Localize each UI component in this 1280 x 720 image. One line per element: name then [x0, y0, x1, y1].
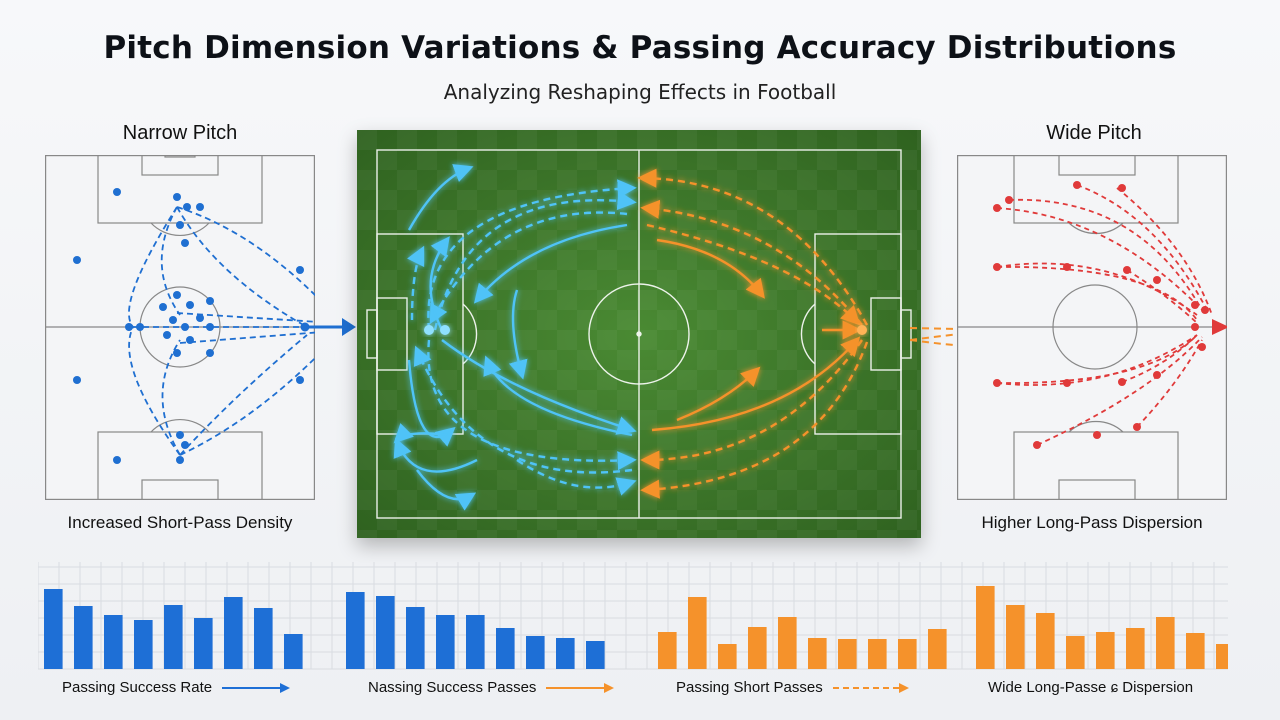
bar-g3-6: [808, 638, 827, 669]
bar-g1-8: [254, 608, 273, 669]
bar-g3-10: [928, 629, 947, 669]
pitch-markings: [366, 149, 912, 519]
page-title: Pitch Dimension Variations & Passing Acc…: [103, 30, 1177, 66]
bar-g1-7: [224, 597, 243, 669]
bar-g2-1: [346, 592, 365, 669]
bar-g2-7: [526, 636, 545, 669]
bar-g3-5: [778, 617, 797, 669]
bar-g4-1: [976, 586, 995, 669]
bar-g1-2: [74, 606, 93, 669]
bar-g3-8: [868, 639, 887, 669]
legend-label-4: Wide Long-Passe ɕ Dispersion: [988, 679, 1194, 696]
bar-g4-7: [1156, 617, 1175, 669]
narrow-pass-lines: [128, 206, 315, 456]
wide-pitch-caption: Higher Long-Pass Dispersion: [981, 513, 1203, 532]
bar-g1-3: [104, 615, 123, 669]
legend-item-1: Passing Success Rate: [62, 679, 292, 696]
narrow-pitch-diagram: [45, 155, 315, 500]
main-pitch: [357, 130, 921, 538]
bar-g4-9: [1216, 644, 1228, 669]
page-subtitle: Analyzing Reshaping Effects in Football: [443, 80, 837, 104]
wide-pass-lines: [996, 184, 1213, 446]
wide-pitch-lines: [957, 155, 1227, 500]
bar-marks: [44, 586, 1228, 669]
narrow-pitch-lines: [45, 155, 315, 500]
legend-item-2: Nassing Success Passes: [368, 679, 616, 696]
bar-g3-2: [688, 597, 707, 669]
narrow-pitch-title: Narrow Pitch: [122, 122, 238, 144]
bar-g3-9: [898, 639, 917, 669]
bar-g3-7: [838, 639, 857, 669]
legend-label-3: Passing Short Passes: [676, 679, 823, 696]
bar-g3-3: [718, 644, 737, 669]
bar-g4-6: [1126, 628, 1145, 669]
narrow-player-dots: [73, 188, 310, 464]
legend-item-3: Passing Short Passes: [676, 679, 911, 696]
bar-g2-8: [556, 638, 575, 669]
legend-label-2: Nassing Success Passes: [368, 679, 537, 696]
wide-pitch-title: Wide Pitch: [1046, 122, 1142, 144]
bar-g1-1: [44, 589, 63, 669]
narrow-to-center-arrow: [302, 318, 356, 336]
wide-pitch-diagram: [957, 155, 1227, 500]
blue-pass-arrows: [393, 164, 637, 511]
bar-g2-2: [376, 596, 395, 669]
bar-g4-5: [1096, 632, 1115, 669]
bar-g4-4: [1066, 636, 1085, 669]
bar-g1-5: [164, 605, 183, 669]
legend-item-4: Wide Long-Passe ɕ Dispersion: [988, 679, 1193, 696]
legend-arrow-1: [222, 682, 291, 693]
bar-g2-5: [466, 615, 485, 669]
bar-g2-6: [496, 628, 515, 669]
bar-g4-8: [1186, 633, 1205, 669]
bar-g1-4: [134, 620, 153, 669]
bar-g2-9: [586, 641, 605, 669]
bar-g1-6: [194, 618, 213, 669]
wide-player-dots: [993, 181, 1209, 449]
bar-g2-3: [406, 607, 425, 669]
legend-arrow-2: [546, 682, 615, 693]
bar-g2-4: [436, 615, 455, 669]
bar-g4-3: [1036, 613, 1055, 669]
orange-pass-arrows: [637, 168, 869, 499]
bar-g4-2: [1006, 605, 1025, 669]
legend-label-1: Passing Success Rate: [62, 679, 213, 696]
legend-arrow-3: [832, 682, 909, 693]
bar-charts: [38, 562, 1228, 670]
bar-g3-1: [658, 632, 677, 669]
bar-g1-9: [284, 634, 303, 669]
bar-g3-4: [748, 627, 767, 669]
narrow-pitch-caption: Increased Short-Pass Density: [67, 513, 293, 532]
